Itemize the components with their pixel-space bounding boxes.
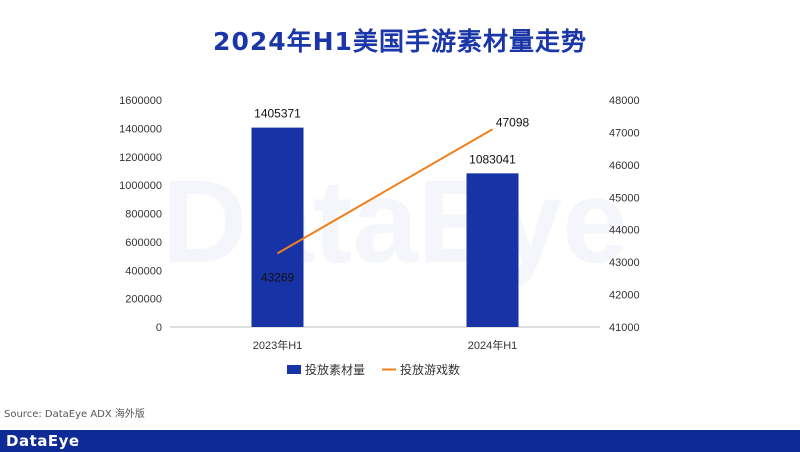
y-left-tick-label: 0 — [156, 322, 162, 334]
watermark: DataEye — [162, 156, 628, 288]
y-left-tick-label: 200000 — [125, 294, 162, 306]
x-tick-label: 2023年H1 — [253, 338, 303, 352]
legend: 投放素材量 投放游戏数 — [287, 362, 460, 377]
y-right-tick-label: 48000 — [609, 95, 640, 107]
line-value-label: 47098 — [496, 115, 530, 129]
footer-bar: DataEye — [0, 430, 800, 452]
x-tick-label: 2024年H1 — [468, 338, 518, 352]
bar — [251, 127, 304, 327]
bar-value-label: 1083041 — [469, 152, 516, 166]
line-path — [276, 128, 494, 255]
y-right-tick-label: 44000 — [609, 225, 640, 237]
y-right-tick-label: 43000 — [609, 257, 640, 269]
y-left-tick-label: 1400000 — [119, 123, 162, 135]
y-right-tick-label: 46000 — [609, 160, 640, 172]
chart-area: DataEye 0 200000 400000 600000 800000 1000000… — [119, 95, 639, 377]
source-note: Source: DataEye ADX 海外版 — [4, 409, 145, 420]
y-right-tick-label: 42000 — [609, 290, 640, 302]
y-left-tick-label: 400000 — [125, 265, 162, 277]
legend-label: 投放游戏数 — [400, 362, 460, 377]
y-left-tick-label: 1200000 — [119, 152, 162, 164]
y-left-tick-label: 800000 — [125, 209, 162, 221]
bar-value-label: 1405371 — [254, 107, 301, 121]
line-series — [276, 128, 494, 255]
y-right-tick-label: 45000 — [609, 192, 640, 204]
y-left-tick-label: 1000000 — [119, 180, 162, 192]
legend-swatch-bar — [287, 365, 301, 374]
y-left-tick-label: 600000 — [125, 237, 162, 249]
y-right-tick-label: 41000 — [609, 322, 640, 334]
data-labels: 1405371 1083041 43269 47098 — [254, 107, 529, 285]
legend-label: 投放素材量 — [305, 362, 365, 377]
chart-title: 2024年H1美国手游素材量走势 — [213, 27, 587, 56]
y-right-tick-label: 47000 — [609, 127, 640, 139]
y-left-tick-label: 1600000 — [119, 95, 162, 107]
line-value-label: 43269 — [261, 270, 295, 284]
axes: 0 200000 400000 600000 800000 1000000 1200000 1… — [119, 95, 639, 352]
bar — [466, 173, 519, 327]
dataeye-logo: DataEye — [6, 432, 80, 450]
bars — [251, 127, 519, 327]
